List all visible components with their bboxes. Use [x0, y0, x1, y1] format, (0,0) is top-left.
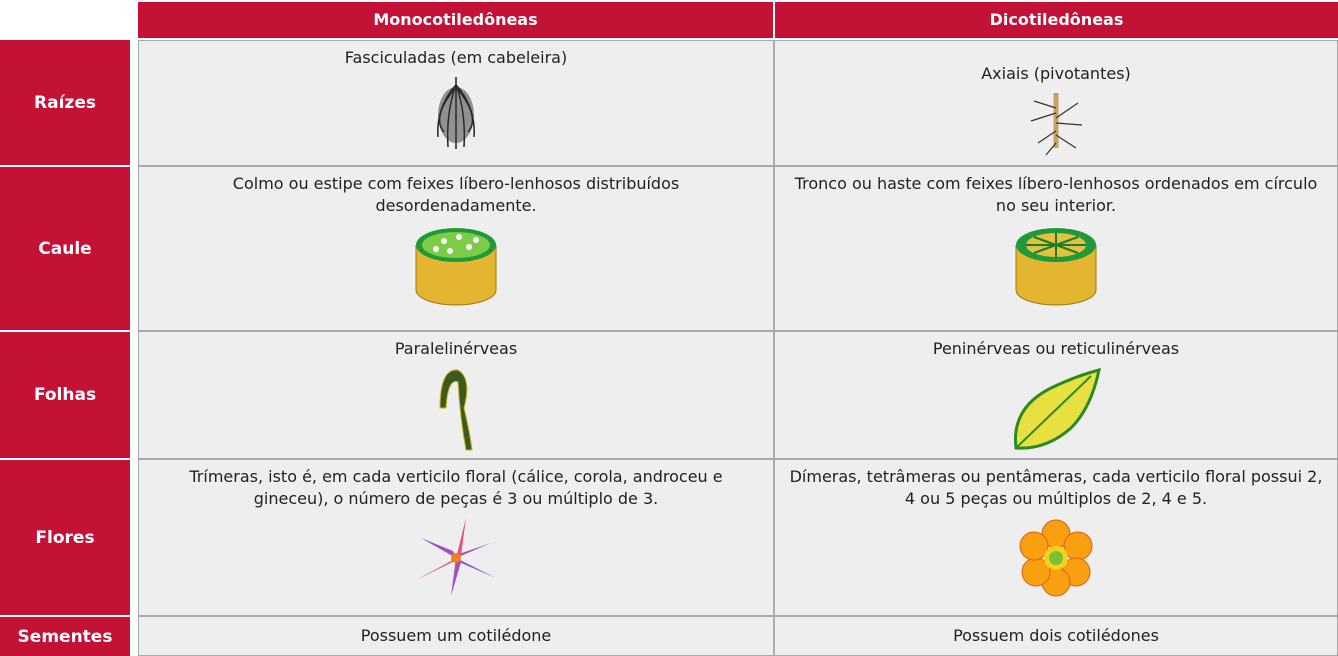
cell-text: Trímeras, isto é, em cada verticilo flor… — [189, 467, 723, 508]
cell-text: Peninérveas ou reticulinérveas — [932, 339, 1180, 358]
cell-text: Axiais (pivotantes) — [981, 64, 1131, 83]
row-label: Folhas — [0, 332, 130, 458]
cell: Possuem dois cotilédones — [774, 616, 1338, 656]
header: Monocotiledôneas — [138, 2, 773, 38]
roots-icon — [1030, 93, 1083, 156]
row-label: Raízes — [0, 40, 130, 165]
cell: Tronco ou haste com feixes líbero-lenhos… — [774, 166, 1338, 331]
flower-icon — [1019, 519, 1093, 597]
row-label: Sementes — [0, 617, 130, 656]
cell: Peninérveas ou reticulinérveas — [774, 331, 1338, 459]
leaf-icon — [439, 369, 473, 451]
cell: Possuem um cotilédone — [138, 616, 774, 656]
roots-icon — [437, 77, 475, 149]
stem-icon — [415, 228, 497, 306]
cell-text: Dímeras, tetrâmeras ou pentâmeras, cada … — [789, 467, 1323, 508]
cell: Axiais (pivotantes) — [774, 40, 1338, 166]
cell-text: Paralelinérveas — [394, 339, 518, 358]
cell: Paralelinérveas — [138, 331, 774, 459]
cell-text: Fasciculadas (em cabeleira) — [344, 48, 568, 67]
cell: Dímeras, tetrâmeras ou pentâmeras, cada … — [774, 459, 1338, 616]
cell-text: Colmo ou estipe com feixes líbero-lenhos… — [232, 174, 680, 215]
cell: Trímeras, isto é, em cada verticilo flor… — [138, 459, 774, 616]
header: Dicotiledôneas — [775, 2, 1338, 38]
row-label: Flores — [0, 460, 130, 615]
leaf-icon — [1013, 368, 1101, 450]
flower-icon — [416, 518, 496, 596]
cell: Colmo ou estipe com feixes líbero-lenhos… — [138, 166, 774, 331]
cell-text: Possuem um cotilédone — [360, 626, 552, 645]
row-label: Caule — [0, 167, 130, 330]
stem-icon — [1015, 228, 1097, 306]
cell-text: Tronco ou haste com feixes líbero-lenhos… — [794, 174, 1318, 215]
cell: Fasciculadas (em cabeleira) — [138, 40, 774, 166]
cell-text: Possuem dois cotilédones — [953, 626, 1159, 645]
